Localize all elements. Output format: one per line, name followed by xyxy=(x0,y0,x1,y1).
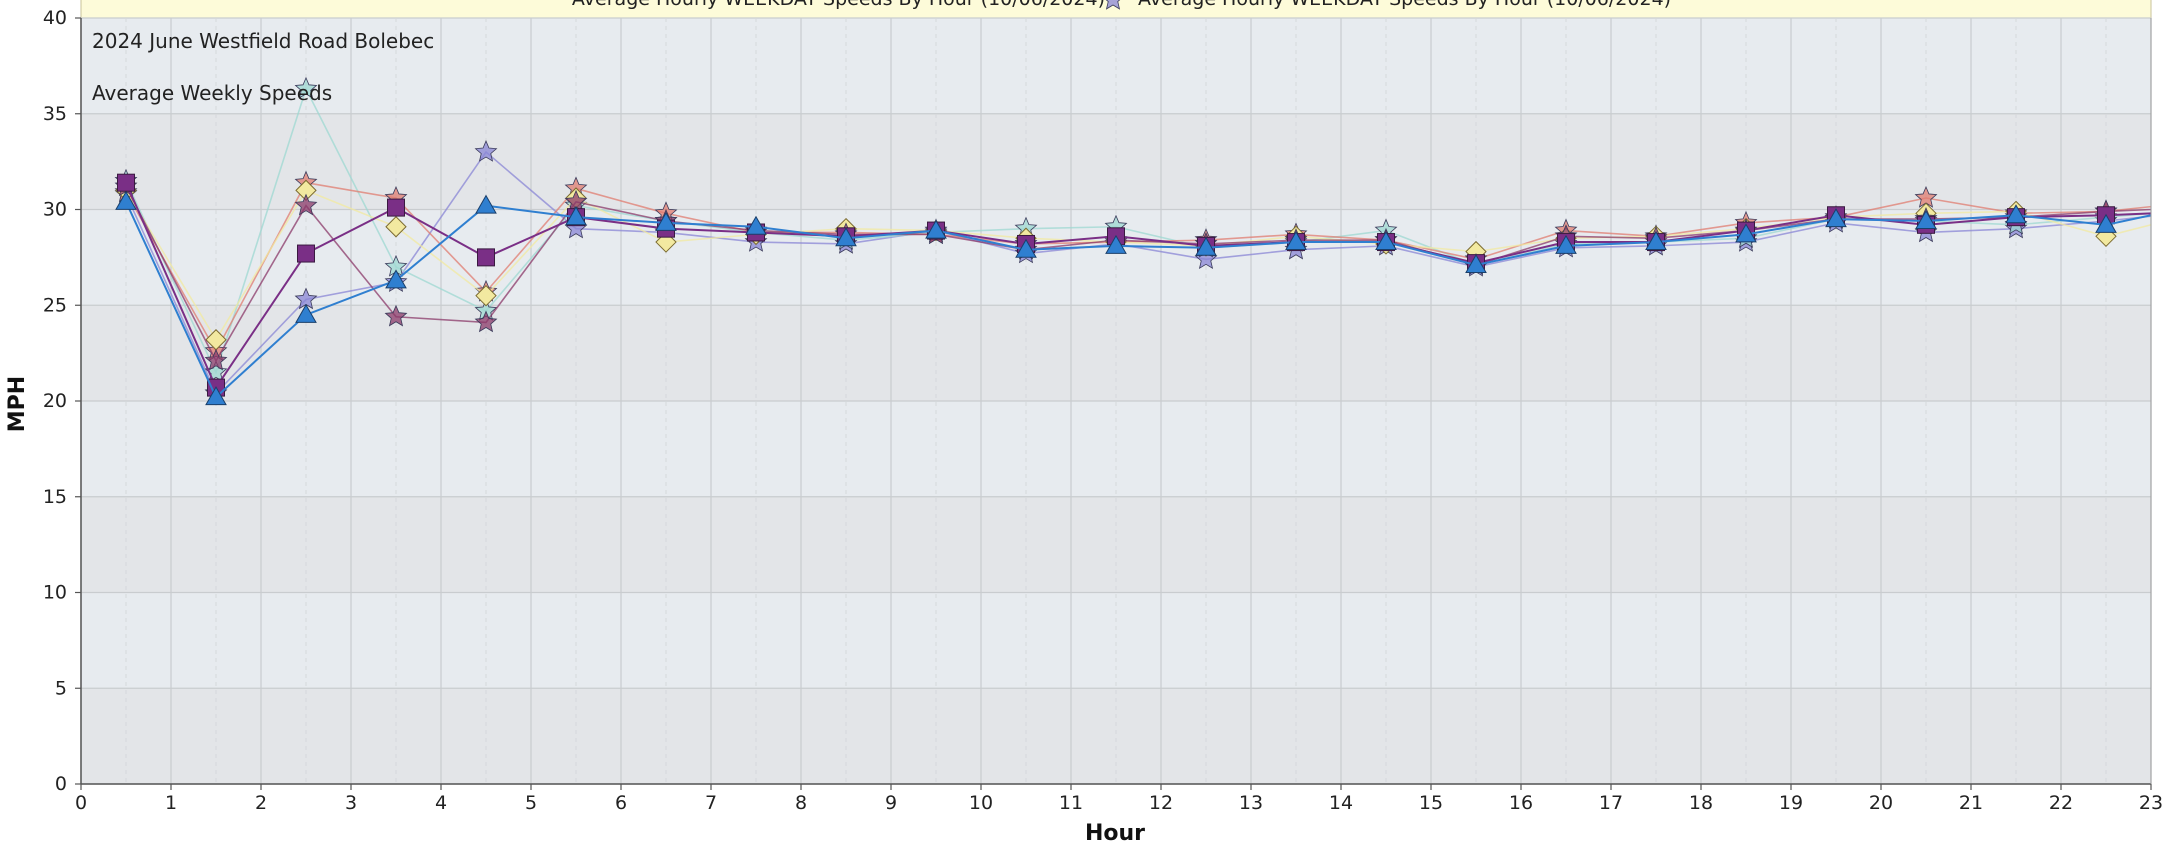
data-point xyxy=(478,249,495,266)
x-tick-label: 19 xyxy=(1779,792,1803,814)
y-axis-title: MPH xyxy=(5,376,30,432)
x-tick-label: 18 xyxy=(1689,792,1713,814)
x-tick-label: 10 xyxy=(969,792,993,814)
x-tick-label: 13 xyxy=(1239,792,1263,814)
x-tick-label: 5 xyxy=(525,792,537,814)
x-tick-label: 21 xyxy=(1959,792,1983,814)
x-tick-label: 12 xyxy=(1149,792,1173,814)
data-point xyxy=(388,199,405,216)
plot-band xyxy=(81,593,2151,689)
x-tick-label: 4 xyxy=(435,792,447,814)
data-point xyxy=(118,174,135,191)
x-tick-label: 9 xyxy=(885,792,897,814)
y-tick-label: 5 xyxy=(55,677,67,699)
y-tick-label: 40 xyxy=(43,7,67,29)
x-tick-label: 14 xyxy=(1329,792,1353,814)
legend: Average Hourly WEEKDAY Speeds By Hour (1… xyxy=(81,0,2151,18)
legend-entry-label: Average Hourly WEEKDAY Speeds By Hour (1… xyxy=(572,0,1105,10)
annotation-subtitle: Average Weekly Speeds xyxy=(92,81,332,105)
y-tick-label: 25 xyxy=(43,294,67,316)
y-tick-label: 10 xyxy=(43,582,67,604)
x-tick-label: 15 xyxy=(1419,792,1443,814)
x-axis-title: Hour xyxy=(1085,821,1145,846)
x-tick-label: 22 xyxy=(2049,792,2073,814)
x-tick-label: 7 xyxy=(705,792,717,814)
x-tick-label: 8 xyxy=(795,792,807,814)
y-tick-label: 30 xyxy=(43,199,67,221)
x-tick-label: 1 xyxy=(165,792,177,814)
plot-band xyxy=(81,688,2151,784)
x-tick-label: 16 xyxy=(1509,792,1533,814)
x-tick-label: 3 xyxy=(345,792,357,814)
x-tick-label: 6 xyxy=(615,792,627,814)
x-tick-label: 0 xyxy=(75,792,87,814)
x-tick-label: 2 xyxy=(255,792,267,814)
x-tick-label: 11 xyxy=(1059,792,1083,814)
y-tick-label: 20 xyxy=(43,390,67,412)
x-tick-label: 20 xyxy=(1869,792,1893,814)
x-tick-label: 17 xyxy=(1599,792,1623,814)
x-tick-label: 23 xyxy=(2139,792,2162,814)
y-tick-label: 15 xyxy=(43,486,67,508)
y-tick-label: 0 xyxy=(55,773,67,795)
data-point xyxy=(298,245,315,262)
annotation-title: 2024 June Westfield Road Bolebec xyxy=(92,29,434,53)
y-tick-label: 35 xyxy=(43,103,67,125)
legend-entry-label: Average Hourly WEEKDAY Speeds By Hour (1… xyxy=(1138,0,1671,10)
